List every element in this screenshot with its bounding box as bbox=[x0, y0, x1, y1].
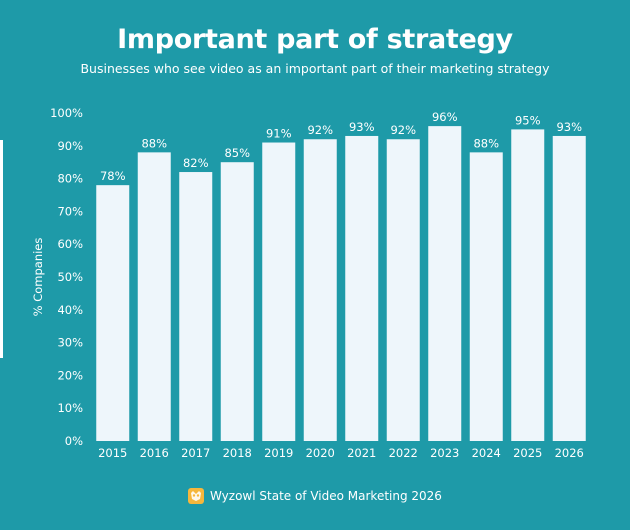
y-tick-label: 10% bbox=[57, 401, 83, 415]
bar-value-label: 88% bbox=[473, 136, 499, 150]
bar bbox=[469, 152, 503, 442]
x-tick-label: 2020 bbox=[306, 446, 335, 460]
y-tick-label: 90% bbox=[57, 139, 83, 153]
source-footer: Wyzowl State of Video Marketing 2026 bbox=[0, 488, 630, 504]
x-tick-label: 2025 bbox=[513, 446, 542, 460]
bar bbox=[262, 142, 296, 441]
bar bbox=[303, 139, 337, 442]
bar bbox=[179, 172, 213, 442]
bar-value-label: 85% bbox=[224, 146, 250, 160]
chart-title: Important part of strategy bbox=[117, 24, 513, 55]
bar-value-label: 82% bbox=[183, 156, 209, 170]
x-tick-label: 2019 bbox=[264, 446, 293, 460]
bar bbox=[511, 129, 545, 441]
bar bbox=[96, 185, 130, 441]
bar-value-label: 88% bbox=[141, 136, 167, 150]
x-tick-label: 2017 bbox=[181, 446, 210, 460]
bar-value-label: 93% bbox=[349, 120, 375, 134]
x-tick-label: 2016 bbox=[140, 446, 169, 460]
x-tick-label: 2015 bbox=[98, 446, 127, 460]
x-tick-label: 2021 bbox=[347, 446, 376, 460]
y-tick-label: 30% bbox=[57, 336, 83, 350]
x-tick-label: 2023 bbox=[430, 446, 459, 460]
bar bbox=[220, 162, 254, 441]
y-tick-label: 50% bbox=[57, 270, 83, 284]
bar bbox=[552, 135, 586, 441]
bar-chart: 0% 10% 20% 30% 40% 50% 60% 70% 80% 90% 100% % Compa… bbox=[31, 106, 586, 460]
source-text: Wyzowl State of Video Marketing 2026 bbox=[210, 489, 442, 503]
bar-value-label: 78% bbox=[100, 169, 126, 183]
x-tick-label: 2022 bbox=[389, 446, 418, 460]
bar bbox=[428, 126, 462, 442]
bar-value-label: 95% bbox=[515, 113, 541, 127]
wyzowl-owl-icon bbox=[188, 488, 205, 504]
x-tick-label: 2018 bbox=[223, 446, 252, 460]
y-axis-title: % Companies bbox=[31, 238, 45, 317]
y-tick-label: 60% bbox=[57, 237, 83, 251]
y-tick-label: 70% bbox=[57, 204, 83, 218]
bar bbox=[137, 152, 171, 442]
y-tick-label: 100% bbox=[50, 106, 83, 120]
y-tick-label: 20% bbox=[57, 368, 83, 382]
y-tick-label: 0% bbox=[65, 434, 83, 448]
chart-subtitle: Businesses who see video as an important… bbox=[80, 61, 550, 76]
bar-value-label: 92% bbox=[307, 123, 333, 137]
bar bbox=[345, 135, 379, 441]
bar-value-label: 96% bbox=[432, 110, 458, 124]
bar-value-label: 91% bbox=[266, 127, 292, 141]
bar bbox=[386, 139, 420, 442]
left-edge-strip bbox=[0, 140, 3, 358]
y-tick-label: 40% bbox=[57, 303, 83, 317]
bar-value-label: 93% bbox=[556, 120, 582, 134]
x-tick-label: 2024 bbox=[472, 446, 501, 460]
bar-value-label: 92% bbox=[390, 123, 416, 137]
y-tick-label: 80% bbox=[57, 172, 83, 186]
x-tick-label: 2026 bbox=[555, 446, 584, 460]
